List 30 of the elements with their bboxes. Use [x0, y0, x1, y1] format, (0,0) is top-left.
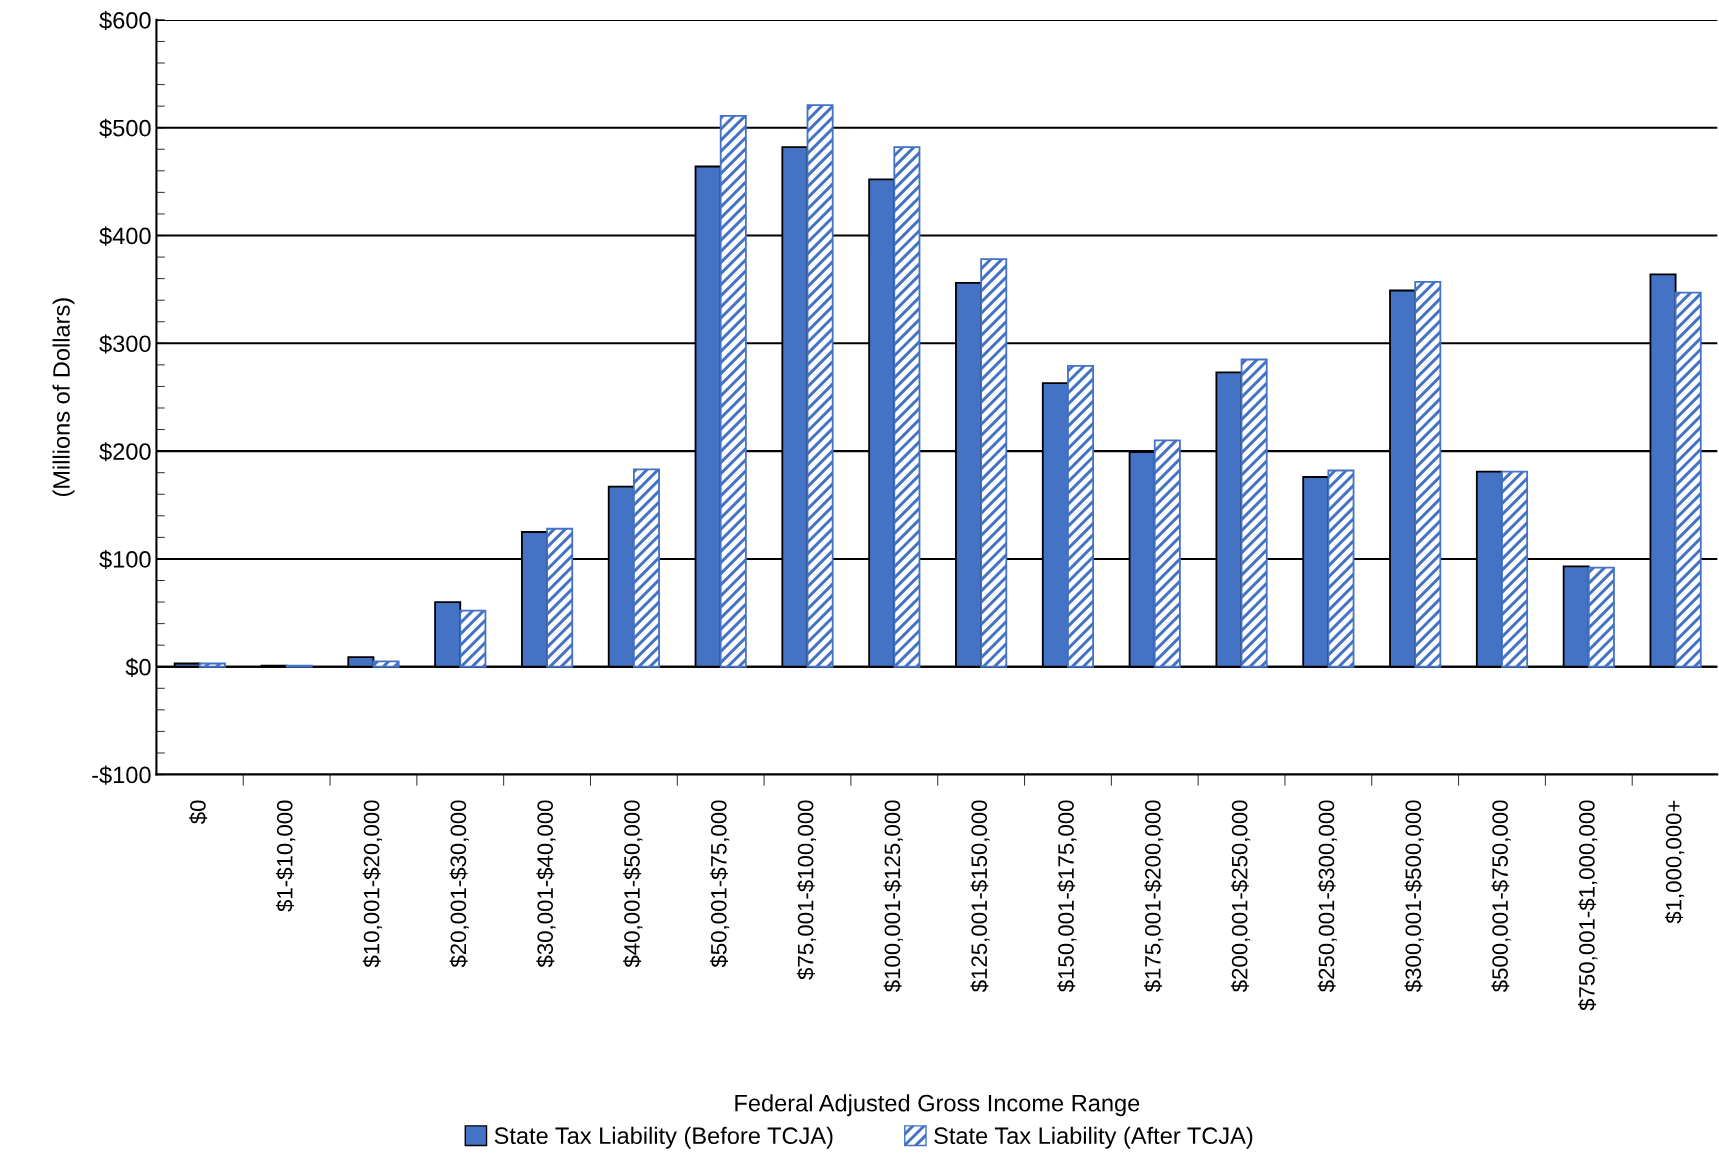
x-axis-title: Federal Adjusted Gross Income Range	[735, 1094, 1140, 1117]
x-tick-label: $175,001-$200,000	[1144, 800, 1164, 993]
x-tick-label: $150,001-$175,000	[1057, 800, 1077, 993]
x-tick-label: $300,001-$500,000	[1404, 800, 1424, 993]
x-tick-label: $1-$10,000	[275, 800, 296, 912]
x-tick-label: $250,001-$300,000	[1317, 800, 1337, 993]
x-tick-label: $1,000,000+	[1664, 800, 1685, 924]
legend-label: State Tax Liability (Before TCJA)	[494, 1126, 833, 1149]
x-tick-label: $100,001-$125,000	[883, 800, 903, 993]
y-tick-label: $400	[99, 226, 151, 246]
x-tick-label: $750,001-$1,000,000	[1578, 800, 1598, 1011]
x-tick-label: $10,001-$20,000	[362, 800, 383, 968]
y-tick-label: $200	[99, 442, 151, 462]
y-tick-label: $600	[99, 10, 151, 31]
y-tick-label: $500	[99, 118, 151, 138]
x-tick-label: $500,001-$750,000	[1491, 800, 1511, 993]
x-tick-label: $50,001-$75,000	[709, 800, 730, 968]
y-axis-title: (Millions of Dollars)	[52, 298, 75, 497]
x-tick-label: $200,001-$250,000	[1230, 800, 1251, 993]
y-tick-label: $100	[99, 550, 151, 570]
y-tick-label: -$100	[92, 765, 151, 785]
x-tick-label: $75,001-$100,000	[796, 800, 817, 980]
legend-label: State Tax Liability (After TCJA)	[934, 1126, 1253, 1149]
y-tick-label: $0	[125, 657, 151, 677]
x-tick-label: $40,001-$50,000	[623, 800, 643, 968]
x-tick-label: $125,001-$150,000	[970, 800, 990, 993]
x-tick-label: $20,001-$30,000	[449, 800, 469, 968]
x-tick-label: $0	[189, 800, 208, 825]
y-tick-label: $300	[99, 334, 151, 354]
x-tick-label: $30,001-$40,000	[536, 800, 556, 968]
